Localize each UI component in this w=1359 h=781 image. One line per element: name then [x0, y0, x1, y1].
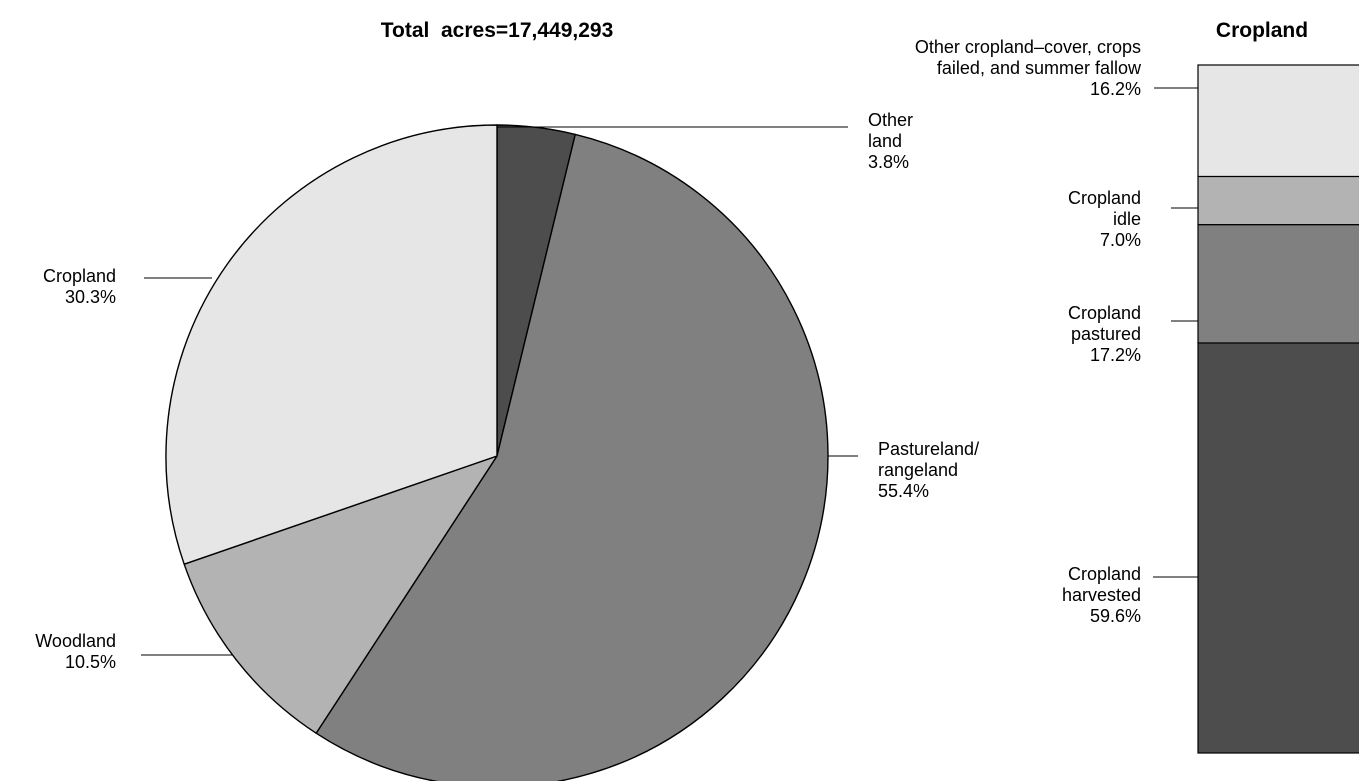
pie-value-label-cropland: 30.3%	[65, 287, 116, 307]
bar-category-label-cropland-pastured: Cropland	[1068, 303, 1141, 323]
bar-category-label-cropland-harvested: Cropland	[1068, 564, 1141, 584]
pie-category-label-pastureland-rangeland: rangeland	[878, 460, 958, 480]
bar-value-label-other-cropland-cover-crops-failed-and-summer-fallow: 16.2%	[1090, 79, 1141, 99]
pie-category-label-other-land: Other	[868, 110, 913, 130]
pie-value-label-woodland: 10.5%	[65, 652, 116, 672]
pie-category-label-other-land: land	[868, 131, 902, 151]
pie-category-label-cropland: Cropland	[43, 266, 116, 286]
pie-value-label-pastureland-rangeland: 55.4%	[878, 481, 929, 501]
bar-segment-cropland-idle	[1197, 175, 1359, 226]
bar-segment-other-cropland-cover-crops-failed-and-summer-fallow	[1197, 64, 1359, 178]
bar-category-label-cropland-idle: Cropland	[1068, 188, 1141, 208]
pie-category-label-woodland: Woodland	[35, 631, 116, 651]
bar-title: Cropland	[1216, 19, 1308, 42]
pie-title: Total acres=17,449,293	[381, 19, 614, 42]
bar-category-label-other-cropland-cover-crops-failed-and-summer-fallow: Other cropland–cover, crops	[915, 37, 1141, 57]
pie-category-label-pastureland-rangeland: Pastureland/	[878, 439, 979, 459]
pie-slice-cropland	[165, 124, 498, 565]
stacked-bar-chart: Croplandharvested59.6%Croplandpastured17…	[915, 37, 1359, 754]
bar-value-label-cropland-harvested: 59.6%	[1090, 606, 1141, 626]
bar-category-label-other-cropland-cover-crops-failed-and-summer-fallow: failed, and summer fallow	[937, 58, 1142, 78]
bar-category-label-cropland-harvested: harvested	[1062, 585, 1141, 605]
bar-category-label-cropland-pastured: pastured	[1071, 324, 1141, 344]
bar-segment-cropland-pastured	[1197, 224, 1359, 344]
pie-slice-pastureland-rangeland	[315, 133, 829, 781]
bar-value-label-cropland-pastured: 17.2%	[1090, 345, 1141, 365]
bar-value-label-cropland-idle: 7.0%	[1100, 230, 1141, 250]
bar-segment-cropland-harvested	[1197, 342, 1359, 754]
pie-value-label-other-land: 3.8%	[868, 152, 909, 172]
bar-category-label-cropland-idle: idle	[1113, 209, 1141, 229]
pie-slice-woodland	[183, 455, 498, 734]
